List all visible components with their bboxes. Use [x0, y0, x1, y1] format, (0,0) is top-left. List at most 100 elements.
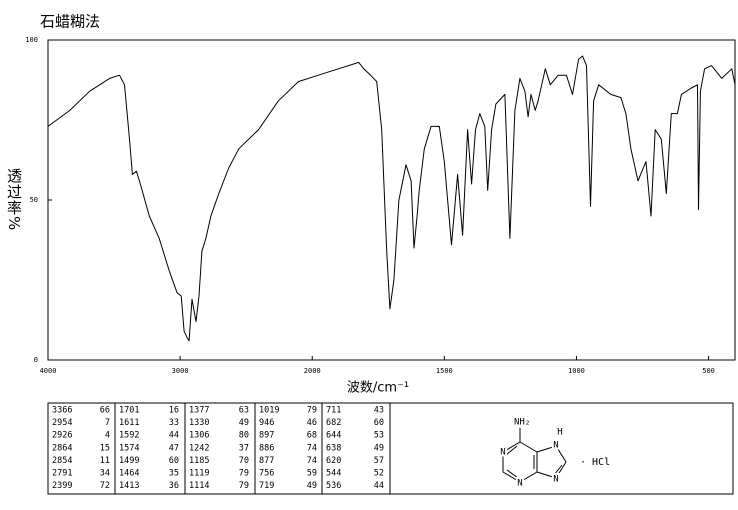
peak-wavenumber: 3366	[52, 406, 72, 416]
peak-wavenumber: 1499	[119, 456, 139, 466]
peak-transmittance: 80	[239, 431, 249, 441]
peak-wavenumber: 644	[326, 431, 341, 441]
peak-transmittance: 68	[307, 431, 317, 441]
peak-transmittance: 74	[307, 456, 317, 466]
peak-wavenumber: 1464	[119, 469, 139, 479]
peak-wavenumber: 1242	[189, 443, 209, 453]
peak-wavenumber: 1574	[119, 443, 139, 453]
peak-wavenumber: 638	[326, 443, 341, 453]
x-tick-label: 1500	[436, 367, 453, 375]
double-bond	[506, 469, 519, 479]
peak-transmittance: 49	[374, 443, 384, 453]
peak-transmittance: 43	[374, 406, 384, 416]
peak-transmittance: 16	[169, 406, 179, 416]
peak-wavenumber: 1413	[119, 481, 139, 491]
peak-wavenumber: 1119	[189, 469, 209, 479]
peak-transmittance: 79	[239, 481, 249, 491]
peak-wavenumber: 1611	[119, 418, 139, 428]
peak-wavenumber: 2864	[52, 443, 72, 453]
peak-wavenumber: 1114	[189, 481, 209, 491]
peak-transmittance: 15	[100, 443, 110, 453]
atom-label: N	[517, 479, 522, 489]
peak-transmittance: 4	[105, 431, 110, 441]
y-tick-label: 0	[34, 356, 38, 364]
x-tick-label: 4000	[40, 367, 57, 375]
peak-transmittance: 37	[239, 443, 249, 453]
peak-wavenumber: 2926	[52, 431, 72, 441]
peak-transmittance: 49	[239, 418, 249, 428]
peak-wavenumber: 946	[259, 418, 274, 428]
peak-transmittance: 59	[307, 469, 317, 479]
peak-wavenumber: 2399	[52, 481, 72, 491]
hydrogen-label: H	[557, 428, 562, 438]
peak-transmittance: 79	[307, 406, 317, 416]
peak-wavenumber: 1306	[189, 431, 209, 441]
chart-title: 石蜡糊法	[40, 13, 100, 31]
atom-label: N	[500, 448, 505, 458]
peak-wavenumber: 544	[326, 469, 341, 479]
peak-transmittance: 47	[169, 443, 179, 453]
peak-transmittance: 44	[169, 431, 179, 441]
peak-wavenumber: 1019	[259, 406, 279, 416]
peak-wavenumber: 1185	[189, 456, 209, 466]
peak-transmittance: 66	[100, 406, 110, 416]
x-axis-label: 波数/cm⁻¹	[347, 381, 409, 396]
peak-transmittance: 57	[374, 456, 384, 466]
structure-labels: NH₂ H N N N N · HCl	[498, 416, 610, 491]
peak-wavenumber: 1592	[119, 431, 139, 441]
peak-wavenumber: 2954	[52, 418, 72, 428]
peak-transmittance: 74	[307, 443, 317, 453]
double-bond	[505, 445, 518, 456]
peak-transmittance: 36	[169, 481, 179, 491]
double-bond	[553, 464, 563, 476]
plot-frame	[47, 39, 736, 361]
y-axis-label: 透过率%	[5, 168, 23, 232]
salt-label: · HCl	[580, 457, 610, 468]
pyrimidine-ring	[502, 441, 538, 483]
peak-transmittance: 49	[307, 481, 317, 491]
x-tick-label: 500	[702, 367, 715, 375]
peak-wavenumber: 536	[326, 481, 341, 491]
x-tick-label: 1000	[568, 367, 585, 375]
structure-bonds	[502, 428, 567, 483]
peak-wavenumber: 1377	[189, 406, 209, 416]
peak-wavenumber: 1701	[119, 406, 139, 416]
y-tick-label: 100	[25, 36, 38, 44]
table-dividers	[114, 403, 391, 494]
peak-wavenumber: 2791	[52, 469, 72, 479]
peak-transmittance: 11	[100, 456, 110, 466]
peak-transmittance: 34	[100, 469, 110, 479]
peak-wavenumber: 620	[326, 456, 341, 466]
peak-transmittance: 63	[239, 406, 249, 416]
peak-wavenumber: 719	[259, 481, 274, 491]
peak-wavenumber: 756	[259, 469, 274, 479]
peak-transmittance: 7	[105, 418, 110, 428]
peak-transmittance: 33	[169, 418, 179, 428]
peak-wavenumber: 886	[259, 443, 274, 453]
peak-transmittance: 35	[169, 469, 179, 479]
peak-transmittance: 72	[100, 481, 110, 491]
atom-label: N	[553, 475, 558, 485]
peak-transmittance: 52	[374, 469, 384, 479]
peak-transmittance: 70	[239, 456, 249, 466]
peak-transmittance: 60	[169, 456, 179, 466]
spectrum-line	[47, 55, 736, 342]
peak-wavenumber: 711	[326, 406, 341, 416]
x-tick-label: 2000	[304, 367, 321, 375]
x-tick-label: 3000	[172, 367, 189, 375]
peak-wavenumber: 877	[259, 456, 274, 466]
atom-label: N	[553, 441, 558, 451]
peak-wavenumber: 2854	[52, 456, 72, 466]
amine-label: NH₂	[514, 418, 530, 428]
peak-wavenumber: 682	[326, 418, 341, 428]
peak-transmittance: 53	[374, 431, 384, 441]
peak-transmittance: 79	[239, 469, 249, 479]
peak-transmittance: 44	[374, 481, 384, 491]
peak-wavenumber: 897	[259, 431, 274, 441]
y-tick-label: 50	[30, 196, 38, 204]
imidazole-ring	[536, 445, 567, 479]
peak-transmittance: 46	[307, 418, 317, 428]
peak-transmittance: 60	[374, 418, 384, 428]
